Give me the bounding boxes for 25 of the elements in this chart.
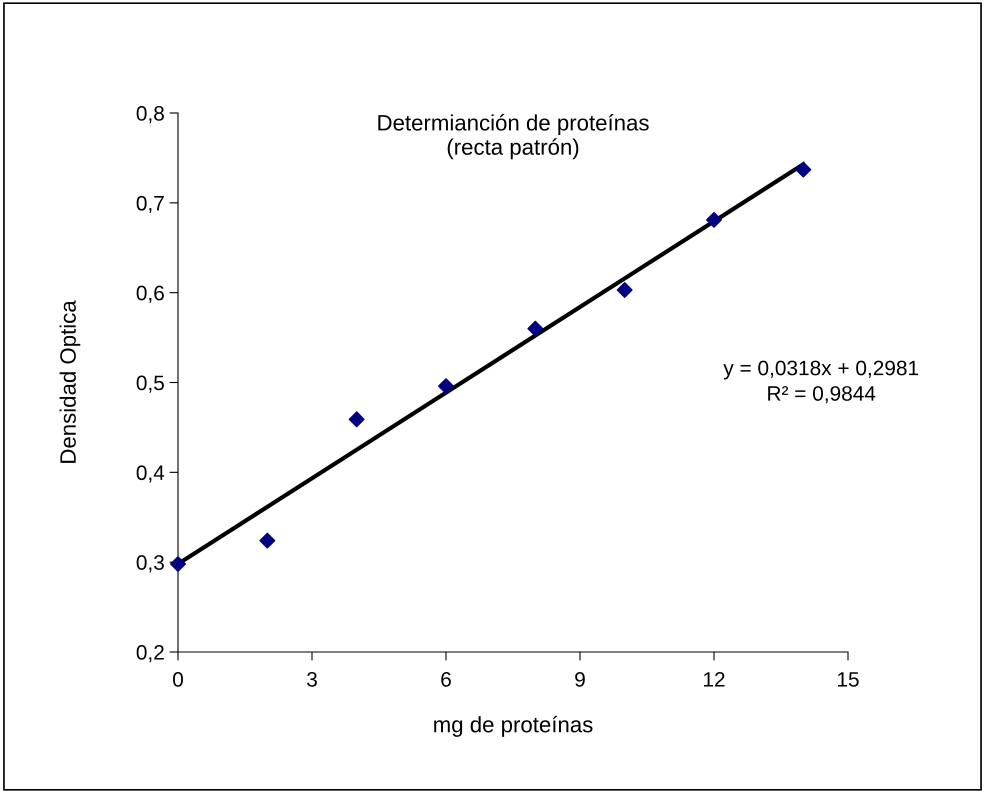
y-tick-label: 0,2 — [136, 645, 164, 662]
point — [616, 282, 633, 298]
y-tick-label: 0,4 — [136, 465, 164, 483]
x-tick-label: 12 — [704, 672, 725, 687]
y-tick-label: 0,7 — [136, 196, 164, 214]
x-tick-label: 15 — [838, 672, 859, 687]
text: Determianción de proteínas (recta patrón) — [378, 114, 649, 160]
y-tick-label: 0,6 — [136, 286, 164, 303]
y-tick-label: 0,3 — [136, 555, 164, 572]
x-tick-label: 0 — [173, 672, 183, 687]
y-tick-label: 0,8 — [136, 106, 164, 124]
point — [170, 556, 186, 572]
y-tick-label: 0,5 — [136, 376, 164, 393]
point — [259, 532, 276, 549]
x-tick-label: 3 — [307, 672, 317, 687]
x-tick-label: 6 — [441, 672, 451, 687]
point — [706, 212, 722, 228]
y-axis-title: Densidad Optica — [60, 300, 80, 463]
annotation: y = 0,0318x + 0,2981 R² = 0,9844 — [723, 360, 918, 404]
point — [438, 378, 454, 394]
point — [348, 411, 365, 428]
point — [527, 320, 544, 337]
point — [795, 162, 812, 178]
x-tick-label: 9 — [575, 672, 585, 687]
x-axis-title: mg de proteínas — [434, 716, 592, 737]
